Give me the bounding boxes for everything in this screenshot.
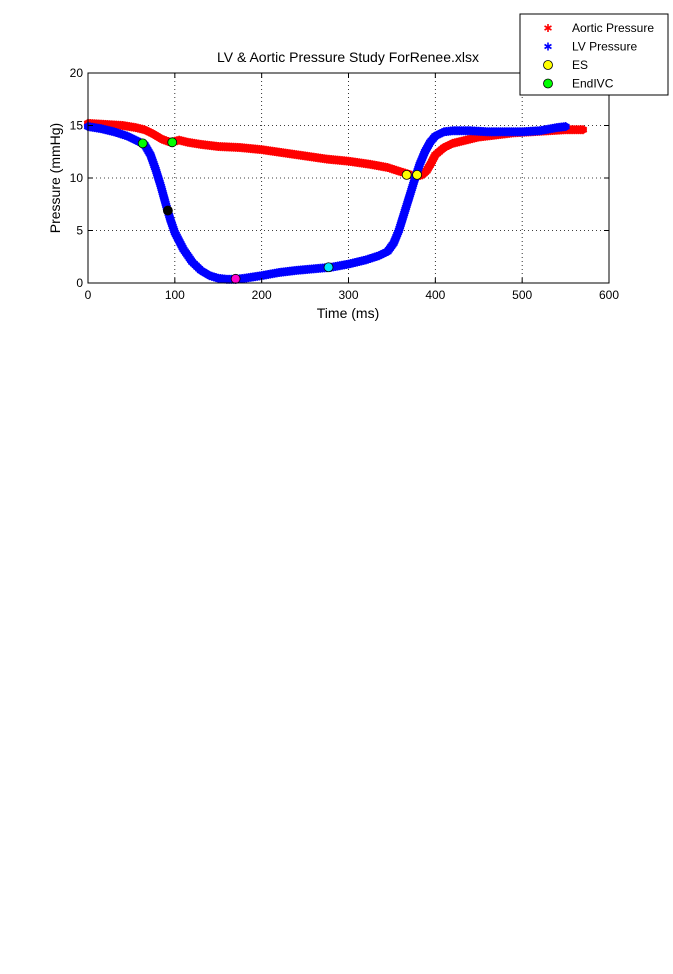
legend-label: LV Pressure — [572, 40, 637, 54]
data-point-stroke — [428, 156, 438, 163]
data-point — [578, 125, 588, 135]
x-tick-label: 100 — [165, 288, 185, 302]
y-tick-label: 10 — [70, 171, 84, 185]
data-point-stroke — [418, 155, 427, 161]
data-point-stroke — [419, 150, 429, 157]
data-point-stroke — [393, 229, 403, 236]
legend: Aortic Pressure LV Pressure ES EndIVC — [519, 13, 669, 96]
ticks: 0 100 200 300 400 500 600 0 5 10 15 20 — [70, 66, 620, 302]
data-point-stroke — [426, 160, 436, 167]
data-point-stroke — [383, 248, 392, 255]
legend-entry: ES — [543, 58, 588, 72]
x-tick-label: 500 — [512, 288, 532, 302]
data-point-stroke — [415, 161, 425, 168]
data-point-stroke — [424, 141, 434, 148]
legend-entries: Aortic Pressure LV Pressure ES EndIVC — [543, 21, 654, 91]
markers-es — [401, 169, 422, 180]
event-marker — [230, 273, 241, 284]
markers-event — [230, 273, 241, 284]
markers-event — [162, 205, 173, 216]
legend-label: ES — [572, 58, 588, 72]
data-point-stroke — [391, 235, 400, 242]
legend-label: EndIVC — [572, 77, 614, 91]
x-tick-label: 600 — [599, 288, 619, 302]
markers-event — [323, 262, 334, 273]
data-point-stroke — [389, 240, 398, 247]
x-tick-label: 400 — [425, 288, 445, 302]
data-point-stroke — [420, 148, 430, 155]
data-point-stroke — [423, 165, 433, 172]
data-point-stroke — [425, 162, 435, 169]
data-point-stroke — [424, 164, 434, 170]
event-marker — [137, 138, 148, 149]
data-point-stroke — [422, 167, 431, 174]
legend-marker — [543, 78, 553, 89]
data-point-stroke — [391, 233, 401, 240]
data-point-stroke — [386, 243, 396, 250]
y-tick-label: 15 — [70, 119, 84, 133]
x-tick-label: 200 — [252, 288, 272, 302]
event-marker — [323, 262, 334, 273]
data-point-stroke — [418, 153, 428, 159]
legend-marker-stroke — [544, 25, 552, 31]
data-point-stroke — [384, 246, 394, 253]
event-marker — [162, 205, 173, 216]
data-point-stroke — [417, 157, 426, 164]
legend-marker — [544, 42, 552, 51]
data-point-stroke — [385, 245, 395, 252]
chart-title: LV & Aortic Pressure Study ForRenee.xlsx — [217, 49, 479, 65]
legend-entry: Aortic Pressure — [544, 21, 654, 35]
legend-label: Aortic Pressure — [572, 21, 654, 35]
data-point-stroke — [429, 154, 439, 160]
x-tick-label: 0 — [85, 288, 92, 302]
y-tick-label: 20 — [70, 66, 84, 80]
data-point-stroke — [561, 123, 570, 130]
legend-marker-stroke — [544, 43, 552, 50]
y-tick-label: 0 — [76, 276, 83, 290]
data-layer — [83, 118, 588, 284]
data-point — [561, 122, 570, 132]
legend-entry: EndIVC — [543, 77, 614, 91]
data-point-stroke — [416, 159, 425, 166]
grid — [88, 73, 609, 283]
data-point-stroke — [423, 143, 433, 150]
data-point-stroke — [392, 231, 402, 238]
legend-marker — [543, 60, 553, 70]
plot-area: 0 100 200 300 400 500 600 0 5 10 15 20 — [70, 66, 620, 302]
markers-endivc — [137, 137, 178, 149]
data-point-stroke — [578, 126, 588, 133]
legend-entry: LV Pressure — [544, 40, 637, 54]
data-point-stroke — [422, 145, 432, 151]
x-axis-label: Time (ms) — [317, 305, 379, 321]
data-point-stroke — [390, 238, 399, 244]
event-marker — [167, 137, 178, 148]
data-point-stroke — [388, 241, 397, 248]
legend-marker — [544, 24, 552, 32]
data-point-stroke — [421, 146, 431, 153]
y-axis-label: Pressure (mmHg) — [47, 123, 63, 233]
data-point-stroke — [427, 158, 437, 165]
y-tick-label: 5 — [76, 224, 83, 238]
event-marker — [401, 169, 412, 180]
x-tick-label: 300 — [338, 288, 358, 302]
event-marker — [412, 169, 422, 180]
